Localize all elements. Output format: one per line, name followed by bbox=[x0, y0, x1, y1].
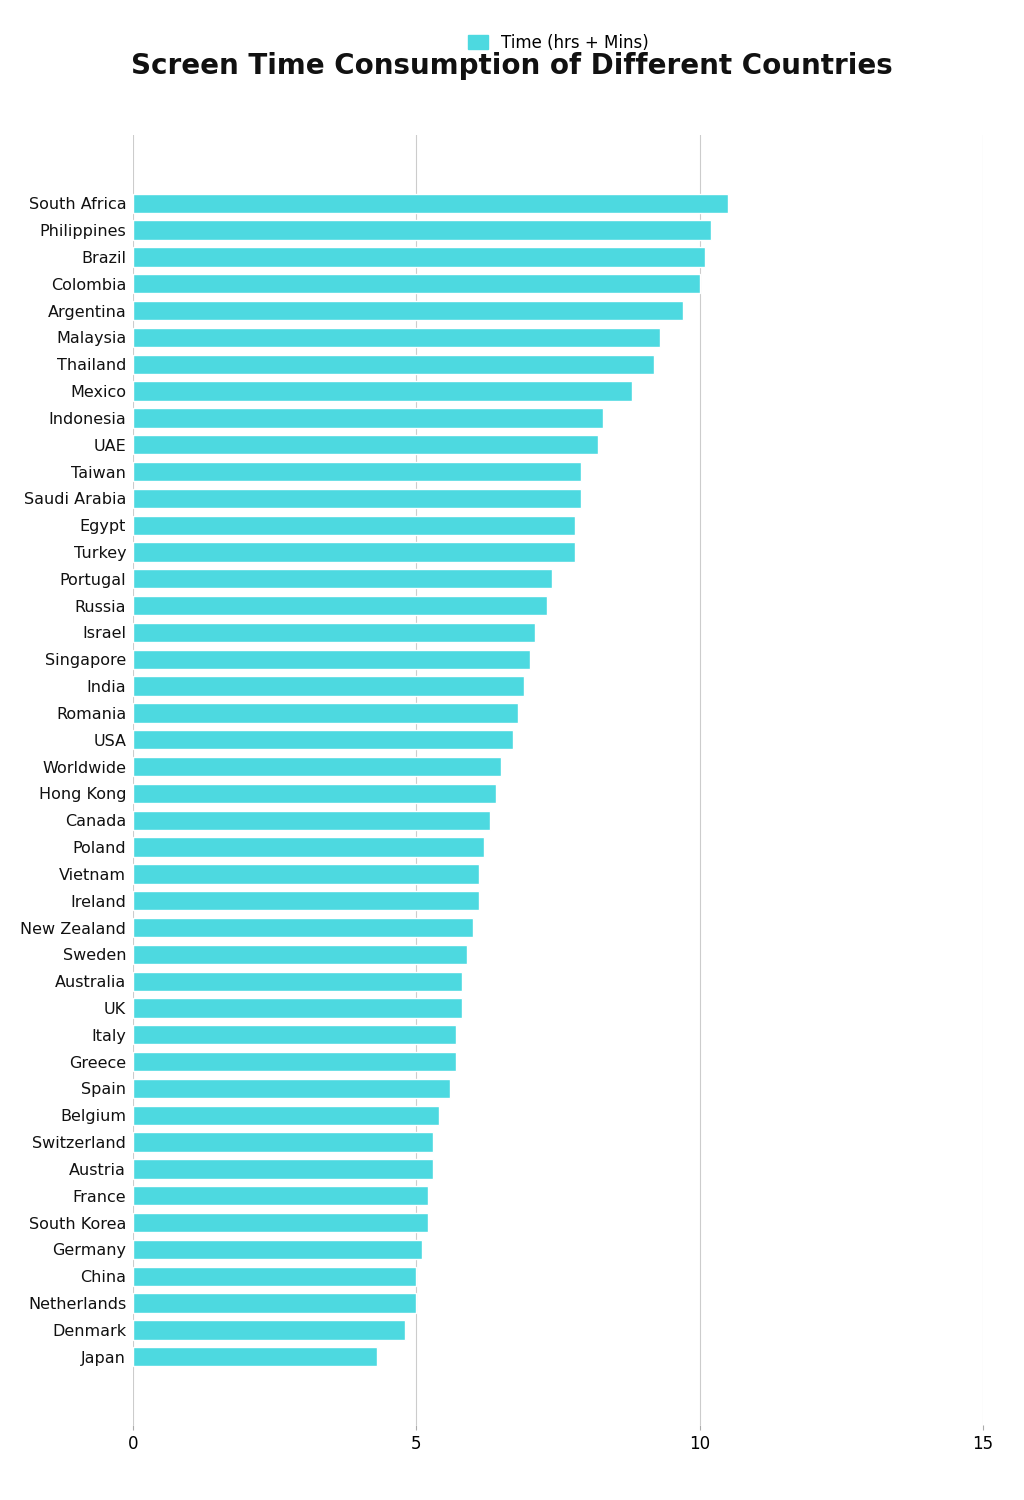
Bar bbox=[133, 891, 479, 910]
Bar bbox=[133, 972, 462, 992]
Bar bbox=[133, 381, 632, 400]
Bar bbox=[133, 220, 711, 240]
Bar bbox=[133, 435, 598, 454]
Bar bbox=[133, 1186, 428, 1206]
Bar bbox=[133, 676, 524, 696]
Bar bbox=[133, 489, 581, 508]
Bar bbox=[133, 1024, 456, 1044]
Legend: Time (hrs + Mins): Time (hrs + Mins) bbox=[468, 33, 648, 51]
Bar bbox=[133, 516, 575, 536]
Bar bbox=[133, 704, 518, 723]
Bar bbox=[133, 622, 536, 642]
Bar bbox=[133, 1132, 433, 1152]
Bar bbox=[133, 784, 496, 802]
Bar bbox=[133, 1293, 417, 1312]
Bar bbox=[133, 1160, 433, 1179]
Bar bbox=[133, 864, 479, 883]
Bar bbox=[133, 1106, 439, 1125]
Bar bbox=[133, 462, 581, 482]
Bar bbox=[133, 918, 473, 938]
Bar bbox=[133, 1214, 428, 1231]
Bar bbox=[133, 945, 467, 964]
Bar bbox=[133, 543, 575, 561]
Bar bbox=[133, 730, 513, 750]
Bar bbox=[133, 837, 484, 856]
Bar bbox=[133, 248, 706, 267]
Text: Screen Time Consumption of Different Countries: Screen Time Consumption of Different Cou… bbox=[131, 53, 893, 81]
Bar bbox=[133, 194, 728, 213]
Bar bbox=[133, 596, 547, 615]
Bar bbox=[133, 650, 529, 669]
Bar bbox=[133, 302, 683, 320]
Bar bbox=[133, 1320, 406, 1340]
Bar bbox=[133, 758, 502, 776]
Bar bbox=[133, 408, 603, 428]
Bar bbox=[133, 274, 699, 294]
Bar bbox=[133, 1078, 451, 1098]
Bar bbox=[133, 1347, 377, 1366]
Bar bbox=[133, 354, 654, 374]
Bar bbox=[133, 810, 490, 830]
Bar bbox=[133, 568, 552, 588]
Bar bbox=[133, 1052, 456, 1071]
Bar bbox=[133, 1240, 422, 1258]
Bar bbox=[133, 999, 462, 1017]
Bar bbox=[133, 1266, 417, 1286]
Bar bbox=[133, 328, 660, 346]
